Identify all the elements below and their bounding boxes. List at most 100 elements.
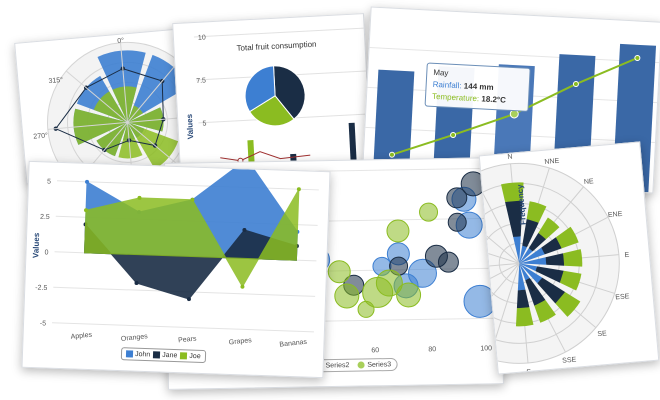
area-ytick: 5	[47, 178, 51, 185]
windrose-bar	[513, 236, 521, 264]
bubble	[396, 282, 422, 308]
windrose-bar	[519, 257, 547, 265]
temperature-point	[572, 81, 579, 88]
windrose-bar	[517, 263, 526, 291]
joe-label: Joe	[189, 352, 201, 361]
bubble	[386, 219, 410, 243]
windrose-bar	[538, 217, 560, 240]
windrose-bar	[519, 263, 538, 272]
bubble	[446, 187, 468, 209]
area-point	[240, 284, 245, 289]
polar-spoke	[47, 121, 128, 130]
area-chart-card: 5 2.5 0 -2.5 -5 Values Apples Oranges Pears Gra…	[21, 160, 331, 379]
pie-chart-card: 10 7.5 5 Values Total fruit consumption	[172, 13, 372, 175]
bubble	[419, 202, 439, 222]
windrose-bar	[516, 289, 530, 309]
series2-label: Series2	[325, 362, 350, 370]
temperature-point	[388, 151, 395, 158]
legend-item-jane[interactable]: Jane	[153, 351, 177, 359]
bubble	[447, 212, 467, 232]
tooltip-temp-value: 18.2°C	[481, 94, 507, 105]
pie-slice	[244, 65, 276, 113]
windrose-bar	[528, 232, 547, 252]
area-xlabel: Bananas	[279, 339, 308, 349]
windrose-bar	[515, 307, 534, 327]
temperature-point	[450, 131, 457, 138]
windrose-bar	[563, 249, 583, 267]
pie-chart: 10 7.5 5 Values Total fruit consumption	[185, 27, 369, 171]
area-point	[190, 197, 195, 202]
bubble-xtick-100: 100	[480, 345, 492, 352]
windrose-bar	[555, 291, 581, 317]
bubble	[327, 260, 351, 284]
windrose-bar	[525, 278, 546, 306]
polar-spoke	[65, 70, 128, 123]
windrose-direction-label: N	[507, 154, 513, 161]
area-y-axis-label: Values	[31, 232, 41, 258]
pie-slices	[244, 65, 306, 127]
polar-wedge	[112, 86, 137, 123]
windrose-direction-label: E	[624, 252, 630, 259]
windrose-direction-label: ENE	[608, 211, 623, 219]
area-ytick: 0	[44, 249, 48, 256]
windrose-chart: N NNE NE ENE E ESE SE SSE S Frequency	[479, 154, 630, 374]
windrose-bar	[535, 266, 564, 283]
area-xlabel: Apples	[70, 332, 93, 341]
area-point	[84, 208, 89, 213]
windrose-bar	[501, 182, 524, 202]
windrose-direction-label: SE	[597, 330, 607, 338]
john-swatch	[125, 350, 134, 358]
area-chart: 5 2.5 0 -2.5 -5 Values Apples Oranges Pears Gra…	[31, 161, 319, 349]
pie-slice	[248, 95, 295, 127]
jane-swatch	[153, 351, 161, 359]
chart-tooltip: May Rainfall: 144 mm Temperature: 18.2°C	[424, 62, 531, 112]
area-xlabel: Pears	[178, 335, 197, 344]
series3-label: Series3	[367, 361, 392, 369]
area-point	[134, 281, 139, 286]
windrose-chart-card: N NNE NE ENE E ESE SE SSE S Frequency	[478, 141, 660, 375]
windrose-bar	[519, 247, 545, 264]
area-ytick: -2.5	[35, 285, 47, 292]
temperature-point	[634, 54, 641, 61]
legend-item-john[interactable]: John	[125, 350, 151, 359]
windrose-bar	[534, 299, 556, 323]
area-point	[85, 179, 90, 184]
windrose-bar	[519, 263, 530, 281]
area-xlabel: Oranges	[121, 333, 149, 343]
polar-angle-270: 270°	[33, 131, 48, 140]
windrose-direction-label: SSE	[562, 357, 577, 365]
polar-spoke	[120, 42, 129, 123]
windrose-bar	[537, 277, 566, 304]
area-ytick: -5	[40, 320, 47, 327]
polar-spoke	[127, 60, 180, 123]
john-label: John	[134, 350, 151, 359]
polar-angle-315: 315°	[48, 76, 63, 85]
windrose-bar	[505, 200, 523, 238]
bubble-xtick-80: 80	[428, 346, 436, 353]
windrose-bar	[541, 237, 562, 255]
bubble-xtick-60: 60	[371, 347, 379, 354]
bubble-legend-series3[interactable]: Series3	[357, 361, 391, 369]
polar-wedge	[127, 122, 179, 169]
polar-wedge	[127, 107, 164, 132]
bubble	[437, 251, 459, 273]
windrose-bar	[559, 270, 582, 291]
windrose-direction-label: NE	[584, 178, 595, 186]
windrose-bar	[522, 218, 539, 248]
pie-ytick-5: 5	[202, 120, 206, 127]
legend-item-joe[interactable]: Joe	[180, 352, 201, 360]
tooltip-rain-value: 144 mm	[463, 81, 494, 93]
bubble	[407, 258, 437, 288]
polar-wedge	[97, 50, 146, 123]
tooltip-temp-label: Temperature:	[431, 91, 480, 104]
polar-wedge	[93, 91, 128, 123]
windrose-bar	[526, 201, 547, 223]
pie-ytick-7-5: 7.5	[196, 77, 206, 85]
area-point	[186, 297, 191, 302]
windrose-spoke	[479, 232, 520, 264]
windrose-bar	[545, 253, 565, 266]
windrose-direction-label: ESE	[615, 293, 630, 301]
area-xlabel: Grapes	[229, 337, 253, 346]
area-point	[242, 227, 247, 232]
polar-spoke	[127, 122, 135, 184]
